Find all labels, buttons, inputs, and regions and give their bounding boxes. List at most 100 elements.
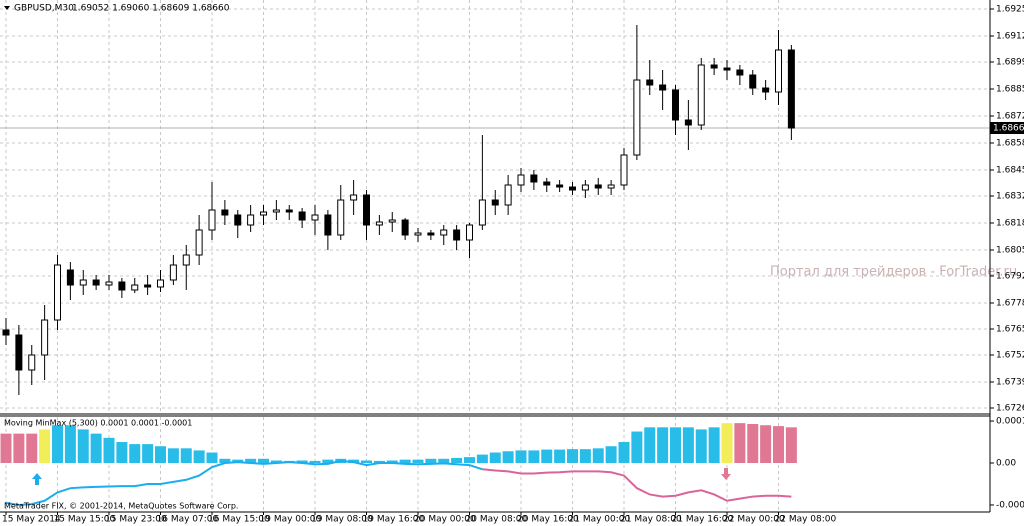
x-tick-label: 19 May 16:00 bbox=[363, 515, 425, 525]
x-tick-label: 20 May 16:00 bbox=[517, 515, 579, 525]
y-tick-label: 1.67920 bbox=[996, 272, 1024, 282]
x-tick-label: 21 May 16:00 bbox=[672, 515, 734, 525]
candle-body bbox=[337, 199, 345, 236]
histogram-bar bbox=[180, 448, 192, 463]
y-tick-label: 1.68585 bbox=[996, 139, 1024, 149]
histogram-bar bbox=[489, 452, 501, 463]
histogram-bar bbox=[579, 449, 591, 463]
histogram-bar bbox=[64, 425, 76, 463]
histogram-bar bbox=[528, 450, 540, 463]
candle-body bbox=[530, 174, 538, 183]
candle-body bbox=[169, 264, 177, 281]
histogram-bar bbox=[682, 427, 694, 463]
menu-triangle[interactable] bbox=[4, 6, 10, 10]
x-tick-label: 16 May 15:00 bbox=[208, 515, 270, 525]
y-tick-label: 1.68855 bbox=[996, 85, 1024, 95]
x-tick-label: 22 May 00:00 bbox=[723, 515, 785, 525]
candle-body bbox=[427, 232, 435, 236]
y-tick-label: 1.68185 bbox=[996, 219, 1024, 229]
candle-body bbox=[221, 209, 229, 216]
histogram-bar bbox=[708, 427, 720, 463]
candle-body bbox=[633, 79, 641, 156]
histogram-bar bbox=[502, 451, 514, 463]
histogram-bar bbox=[206, 452, 218, 463]
histogram-bar bbox=[670, 427, 681, 463]
x-tick-label: 16 May 07:00 bbox=[157, 515, 219, 525]
histogram-bar bbox=[399, 459, 411, 463]
candle-body bbox=[195, 229, 203, 256]
y-tick-label: 1.68990 bbox=[996, 58, 1024, 68]
histogram-bar bbox=[129, 444, 141, 463]
candle-body bbox=[749, 74, 757, 89]
candle-body bbox=[504, 184, 512, 206]
histogram-bar bbox=[592, 448, 604, 463]
histogram-bar bbox=[116, 442, 128, 463]
last-price-label: 1.68660 bbox=[993, 124, 1024, 134]
candle-body bbox=[594, 184, 602, 189]
last-price-box bbox=[990, 122, 1024, 134]
candle-body bbox=[324, 214, 332, 236]
candle-body bbox=[285, 209, 293, 213]
histogram-bar bbox=[296, 460, 308, 463]
histogram-bar bbox=[476, 454, 488, 463]
histogram-bar bbox=[77, 429, 89, 463]
histogram-bar bbox=[245, 458, 257, 463]
symbol-title: GBPUSD,M30 bbox=[14, 4, 74, 14]
x-tick-label: 15 May 15:00 bbox=[54, 515, 116, 525]
x-tick-label: 21 May 00:00 bbox=[569, 515, 631, 525]
candle-body bbox=[208, 209, 216, 231]
histogram-bar bbox=[554, 449, 566, 463]
candle-body bbox=[105, 281, 113, 286]
buy-arrow bbox=[32, 473, 42, 485]
candle-body bbox=[762, 87, 770, 93]
candle-body bbox=[182, 254, 190, 266]
candle-body bbox=[298, 211, 306, 221]
candle-body bbox=[607, 184, 615, 189]
candle-body bbox=[517, 174, 525, 186]
y-tick-label: 1.68450 bbox=[996, 166, 1024, 176]
candle-body bbox=[478, 199, 486, 226]
histogram-bar bbox=[270, 460, 282, 463]
candle-body bbox=[646, 79, 654, 86]
candle-body bbox=[466, 224, 473, 241]
histogram-bar bbox=[386, 460, 398, 463]
histogram-bar bbox=[193, 450, 205, 463]
candle-body bbox=[41, 319, 49, 356]
histogram-bar bbox=[747, 423, 759, 463]
candle-body bbox=[144, 284, 152, 288]
histogram-bar bbox=[567, 449, 578, 463]
candle-body bbox=[684, 119, 692, 126]
y-tick-label: 1.67525 bbox=[996, 351, 1024, 361]
indicator-line bbox=[482, 468, 792, 502]
histogram-bar bbox=[39, 429, 51, 463]
candle-body bbox=[388, 219, 396, 223]
x-tick-label: 19 May 08:00 bbox=[311, 515, 373, 525]
candle-body bbox=[491, 199, 499, 206]
histogram-bar bbox=[631, 431, 643, 463]
watermark: Портал для трейдеров - ForTrader.ru bbox=[770, 265, 1017, 280]
candle-body bbox=[620, 154, 628, 186]
histogram-bar bbox=[734, 423, 746, 463]
y-tick-label: 1.67260 bbox=[996, 404, 1024, 414]
candle-body bbox=[775, 49, 782, 93]
x-tick-label: 19 May 00:00 bbox=[260, 515, 322, 525]
candle-body bbox=[672, 89, 679, 121]
histogram-bar bbox=[309, 460, 321, 463]
candle-body bbox=[260, 211, 267, 216]
histogram-bar bbox=[167, 448, 179, 463]
candle-body bbox=[440, 229, 448, 236]
y2-tick-label: -0.0001 bbox=[996, 500, 1024, 510]
histogram-bar bbox=[438, 458, 450, 463]
candle-body bbox=[272, 209, 280, 213]
histogram-bar bbox=[515, 450, 527, 463]
candle-body bbox=[581, 184, 589, 191]
candle-body bbox=[414, 232, 422, 236]
candle-body bbox=[556, 184, 564, 188]
histogram-bar bbox=[412, 459, 424, 463]
candle-body bbox=[15, 334, 23, 371]
y-tick-label: 1.69120 bbox=[996, 32, 1024, 42]
x-tick-label: 21 May 08:00 bbox=[620, 515, 682, 525]
x-tick-label: 15 May 2014 bbox=[2, 515, 61, 525]
candle-body bbox=[28, 354, 36, 371]
